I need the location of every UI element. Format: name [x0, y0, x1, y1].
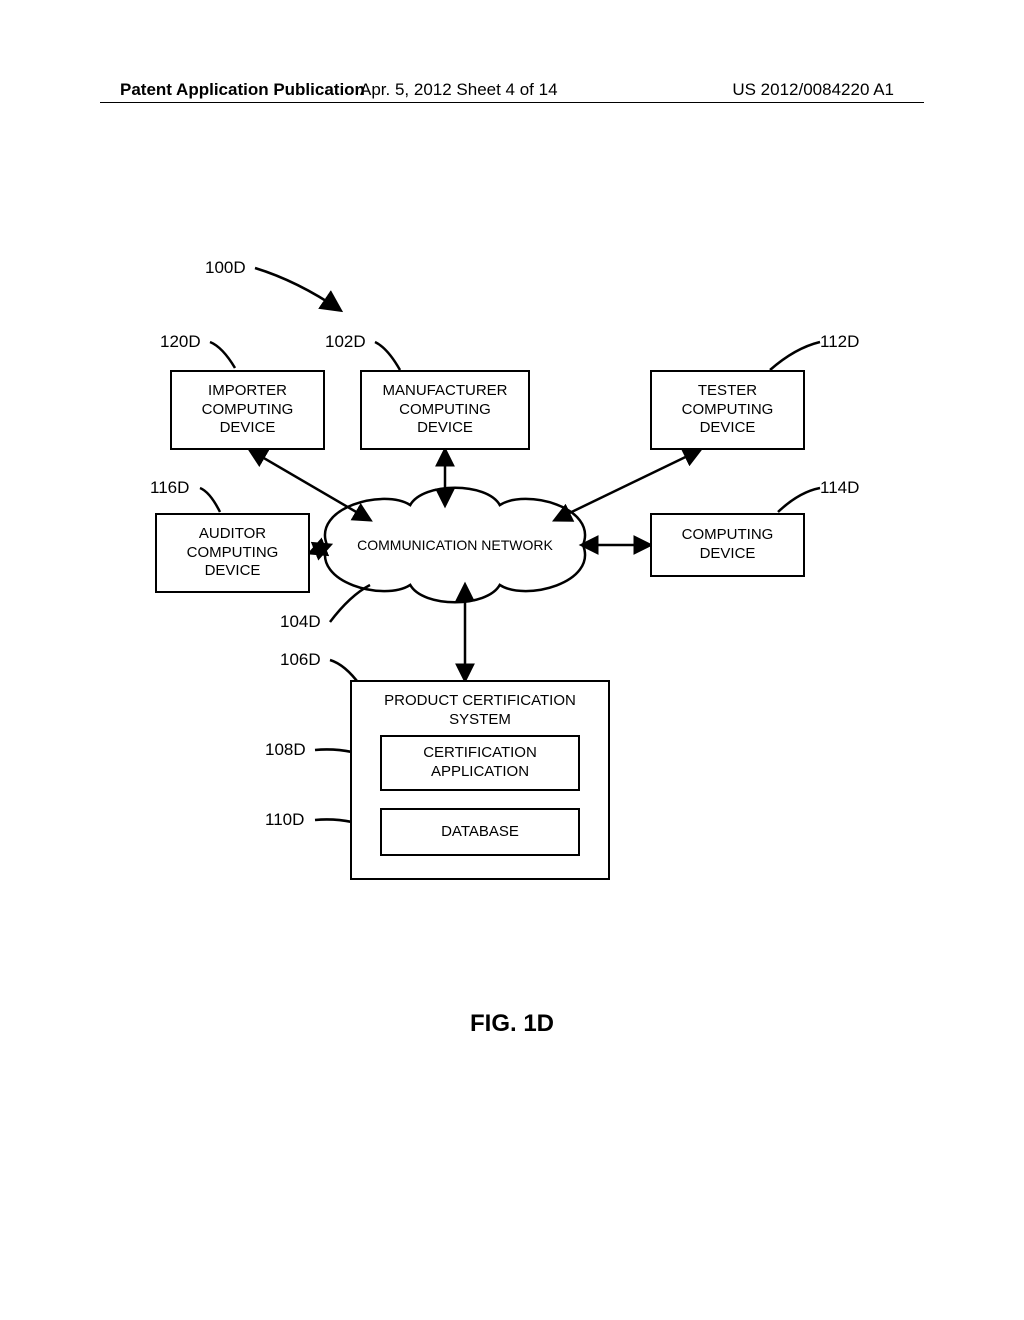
auditor-box: AUDITORCOMPUTINGDEVICE: [155, 513, 310, 593]
figure-label: FIG. 1D: [470, 1010, 554, 1038]
ref-114D: 114D: [820, 478, 859, 498]
database-box: DATABASE: [380, 808, 580, 856]
tester-label: TESTERCOMPUTINGDEVICE: [682, 382, 774, 438]
manufacturer-box: MANUFACTURERCOMPUTINGDEVICE: [360, 370, 530, 450]
importer-label: IMPORTERCOMPUTINGDEVICE: [202, 382, 294, 438]
diagram-svg: COMMUNICATION NETWORK: [0, 0, 1024, 1320]
ref-112D: 112D: [820, 332, 859, 352]
ref-100D: 100D: [205, 258, 246, 278]
pcs-title: PRODUCT CERTIFICATIONSYSTEM: [356, 686, 604, 730]
pcs-app-label: CERTIFICATIONAPPLICATION: [423, 744, 537, 782]
pcs-db-label: DATABASE: [441, 823, 519, 842]
cloud-label: COMMUNICATION NETWORK: [357, 537, 553, 553]
manufacturer-label: MANUFACTURERCOMPUTINGDEVICE: [382, 382, 507, 438]
ref-108D: 108D: [265, 740, 306, 760]
importer-box: IMPORTERCOMPUTINGDEVICE: [170, 370, 325, 450]
computing-box: COMPUTINGDEVICE: [650, 513, 805, 577]
ref-104D: 104D: [280, 612, 321, 632]
computing-label: COMPUTINGDEVICE: [682, 526, 774, 564]
ref-116D: 116D: [150, 478, 189, 498]
certification-application-box: CERTIFICATIONAPPLICATION: [380, 735, 580, 791]
ref-102D: 102D: [325, 332, 366, 352]
ref-120D: 120D: [160, 332, 201, 352]
auditor-label: AUDITORCOMPUTINGDEVICE: [187, 525, 279, 581]
tester-box: TESTERCOMPUTINGDEVICE: [650, 370, 805, 450]
ref-106D: 106D: [280, 650, 321, 670]
ref-110D: 110D: [265, 810, 304, 830]
